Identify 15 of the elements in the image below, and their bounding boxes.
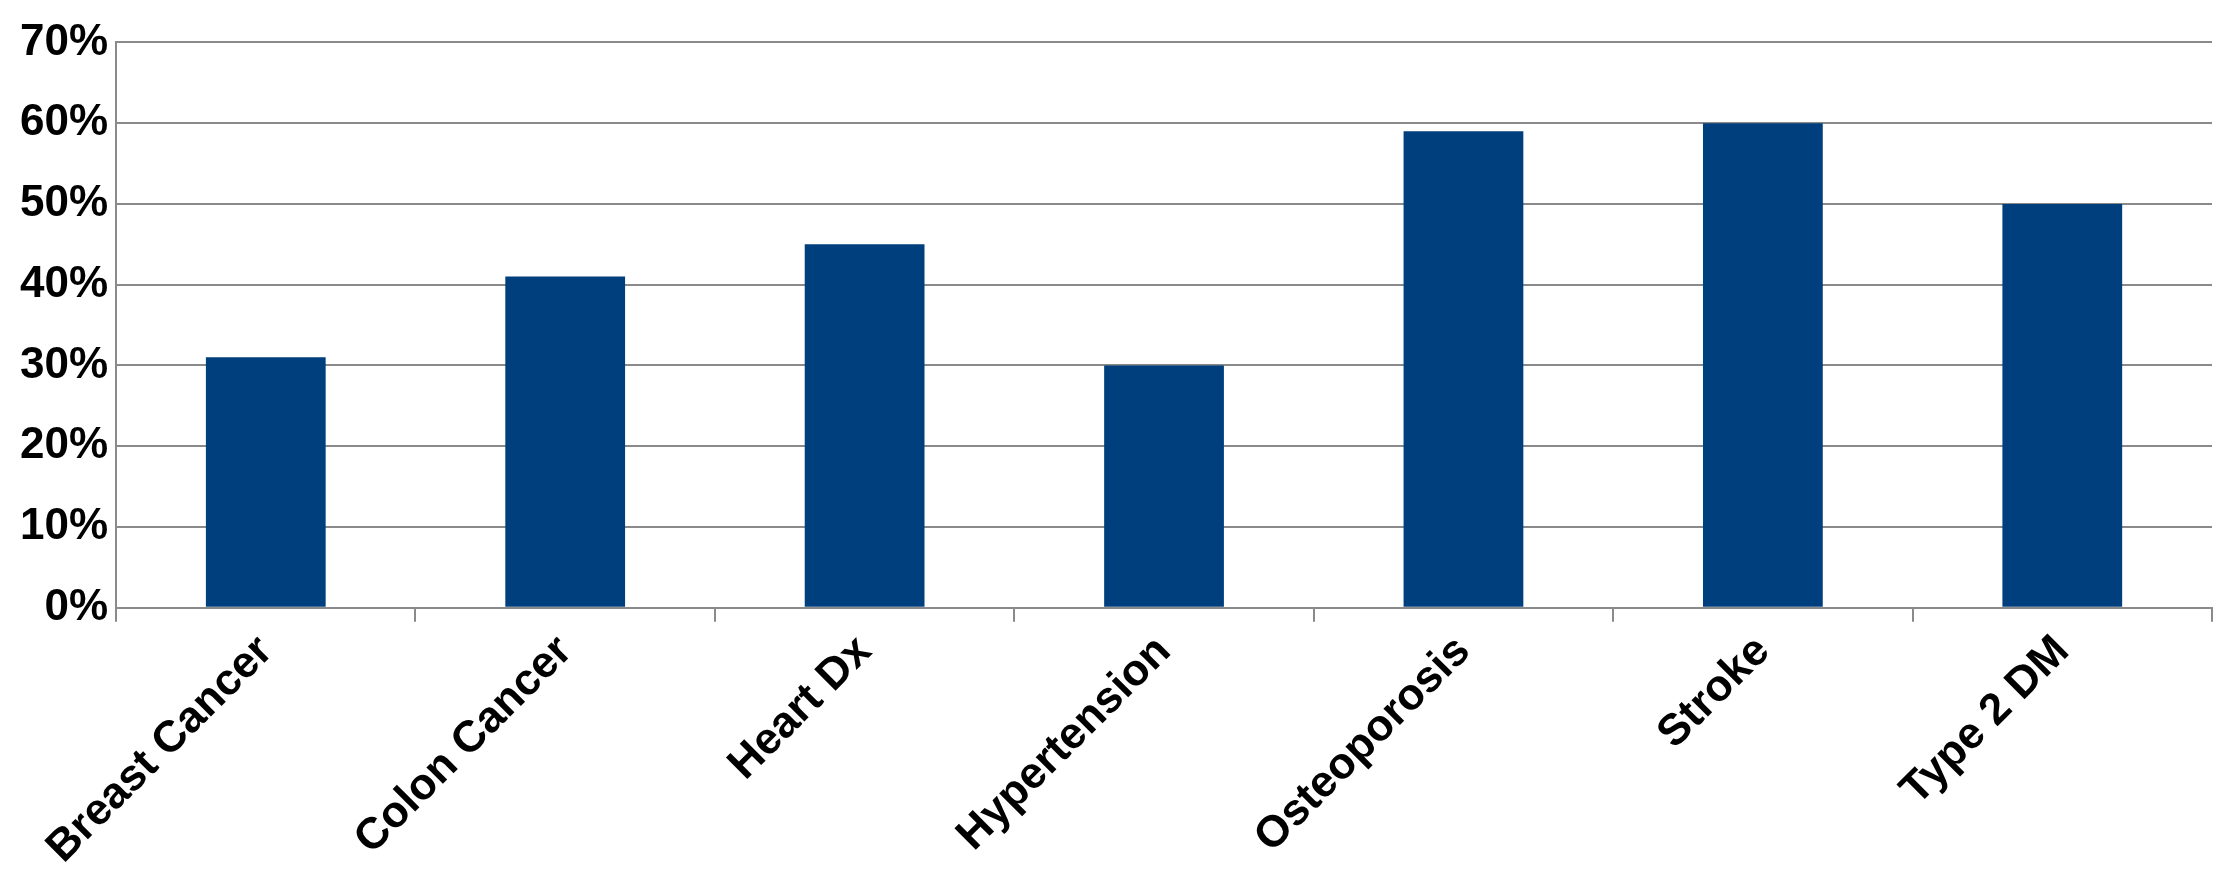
bar: [804, 244, 925, 607]
bar: [1702, 123, 1823, 607]
bar: [205, 357, 326, 607]
y-tick-label: 0%: [44, 579, 109, 629]
y-tick-label: 30%: [19, 337, 109, 387]
y-tick-label: 50%: [19, 176, 109, 226]
bar: [1403, 131, 1524, 607]
y-tick-label: 20%: [19, 418, 109, 468]
bar: [2002, 203, 2123, 607]
y-tick-label: 40%: [19, 256, 109, 306]
y-tick-label: 10%: [19, 499, 109, 549]
bar: [505, 276, 626, 607]
y-tick-label: 70%: [19, 14, 109, 64]
bar: [1104, 365, 1224, 607]
y-tick-label: 60%: [19, 95, 109, 145]
